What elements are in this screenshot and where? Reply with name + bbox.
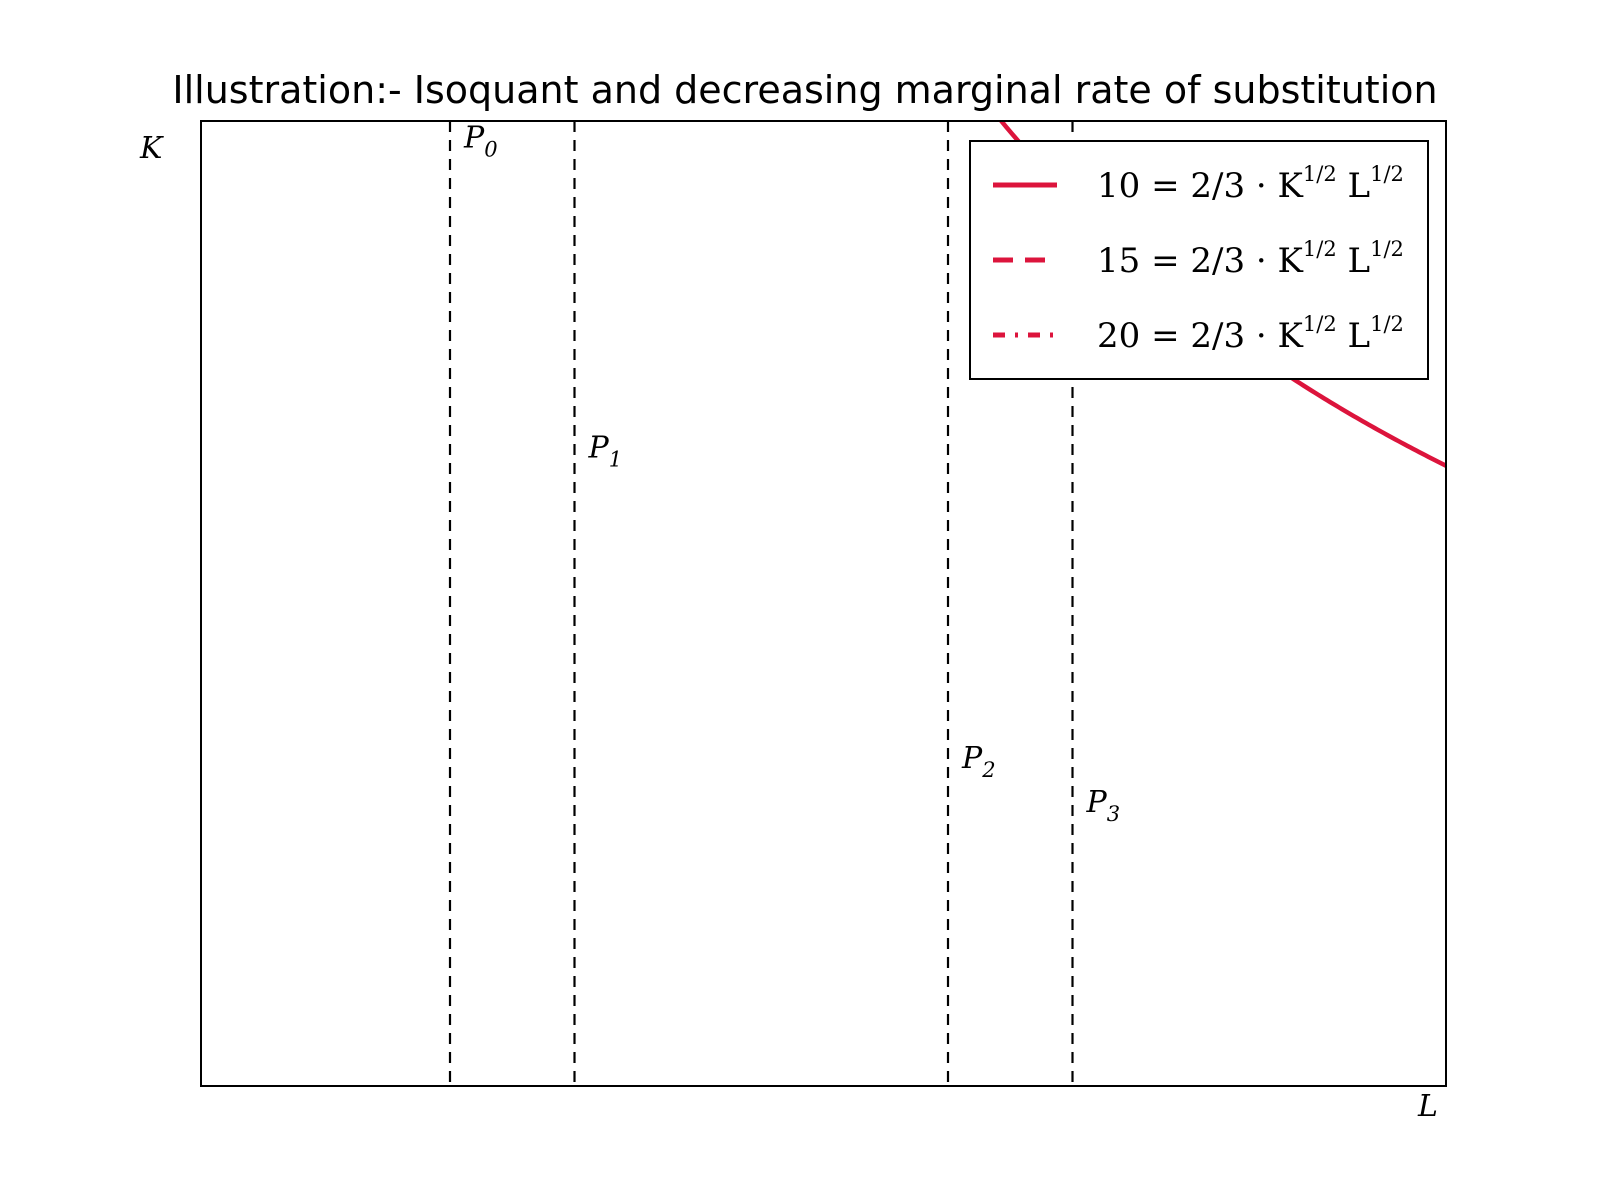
legend-label-20: 20 = 2/3 · K1/2 L1/2 (1097, 312, 1404, 356)
point-label-2: P2 (961, 741, 996, 782)
x-axis-label: L (1417, 1089, 1438, 1124)
legend-label-15: 15 = 2/3 · K1/2 L1/2 (1097, 237, 1404, 281)
legend: 10 = 2/3 · K1/2 L1/2 15 = 2/3 · K1/2 L1/2… (969, 140, 1429, 380)
point-label-1: P1 (588, 431, 623, 472)
point-labels: P0 P1 P2 P3 (463, 120, 1120, 826)
point-label-3: P3 (1086, 785, 1121, 826)
point-label-0: P0 (463, 120, 498, 161)
chart-title: Illustration:- Isoquant and decreasing m… (172, 68, 1437, 112)
y-axis-label: K (139, 131, 164, 166)
legend-label-10: 10 = 2/3 · K1/2 L1/2 (1097, 162, 1404, 206)
plot-frame (200, 120, 1447, 1087)
legend-box (969, 140, 1429, 380)
